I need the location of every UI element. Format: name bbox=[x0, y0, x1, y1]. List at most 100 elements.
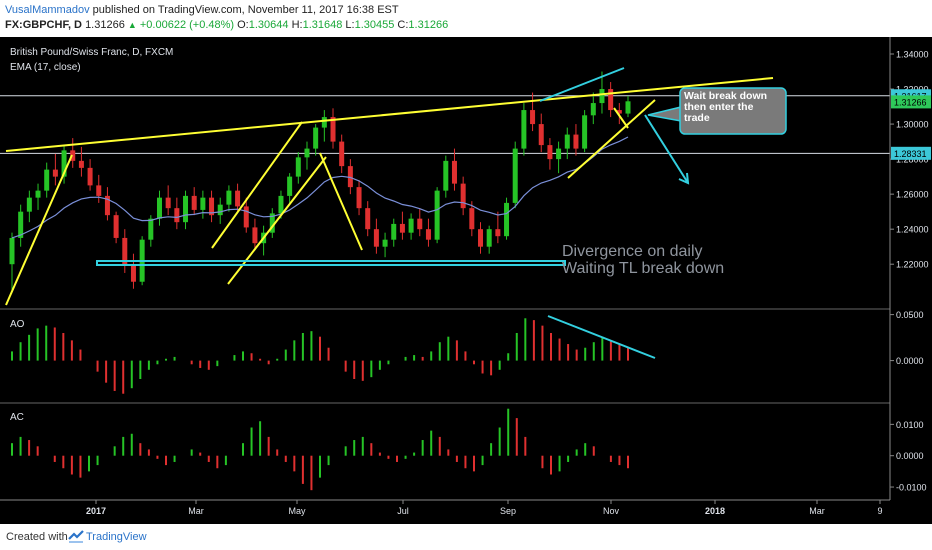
price-label: 1.28331 bbox=[894, 149, 927, 159]
author-link[interactable]: VusalMammadov bbox=[5, 4, 90, 16]
divergence-note-line1: Divergence on daily bbox=[562, 243, 703, 260]
candle-body bbox=[564, 134, 570, 149]
candle-body bbox=[165, 197, 171, 209]
price-tick-label: 1.26000 bbox=[896, 190, 929, 200]
low-value: 1.30455 bbox=[354, 19, 395, 31]
time-tick-label: Mar bbox=[188, 506, 204, 516]
candle-body bbox=[200, 197, 206, 210]
chart-canvas[interactable]: Wait break down then enter the trade Div… bbox=[0, 37, 932, 524]
candle-body bbox=[269, 213, 275, 233]
candle-body bbox=[460, 183, 466, 209]
close-value: 1.31266 bbox=[408, 19, 449, 31]
price-label-box bbox=[891, 95, 931, 109]
trendline-2[interactable] bbox=[211, 121, 303, 249]
candle-body bbox=[148, 218, 154, 240]
open-label: O: bbox=[237, 19, 249, 31]
candle-body bbox=[252, 227, 258, 244]
candle-body bbox=[582, 115, 588, 149]
rising-support-trendline[interactable] bbox=[567, 99, 656, 179]
candle-body bbox=[486, 229, 492, 247]
candle-body bbox=[356, 187, 362, 209]
support-zone[interactable] bbox=[96, 260, 566, 266]
price-divergence-line[interactable] bbox=[539, 67, 625, 102]
candle-body bbox=[521, 110, 527, 149]
candle-body bbox=[599, 89, 605, 104]
candle-body bbox=[235, 190, 241, 207]
ohlc-bar: FX:GBPCHF, D 1.31266 ▲ +0.00622 (+0.48%)… bbox=[5, 19, 448, 31]
candle-body bbox=[547, 145, 553, 160]
candle-body bbox=[443, 160, 449, 191]
callout-text: Wait break down then enter the trade bbox=[684, 91, 768, 124]
candle-body bbox=[87, 167, 93, 186]
price-tick-label: 1.30000 bbox=[896, 120, 929, 130]
callout-box[interactable] bbox=[679, 87, 787, 135]
created-with-label: Created with bbox=[6, 531, 68, 543]
candle-body bbox=[408, 218, 414, 233]
ema-legend: EMA (17, close) bbox=[10, 62, 81, 73]
divergence-note-line2: Waiting TL break down bbox=[562, 260, 724, 277]
candle-body bbox=[304, 148, 310, 158]
drawings: Wait break down then enter the trade Div… bbox=[5, 67, 787, 359]
ac-tick-label: 0.0000 bbox=[896, 451, 924, 461]
publish-info: VusalMammadov published on TradingView.c… bbox=[5, 4, 399, 16]
price-tick-label: 1.24000 bbox=[896, 225, 929, 235]
low-label: L: bbox=[345, 19, 355, 31]
time-tick-label: 2017 bbox=[86, 506, 106, 516]
last-price: 1.31266 bbox=[85, 19, 125, 31]
candle-body bbox=[616, 110, 622, 114]
candle-body bbox=[608, 89, 614, 111]
candle-body bbox=[451, 160, 457, 184]
candle-body bbox=[373, 229, 379, 247]
tradingview-link[interactable]: TradingView bbox=[86, 531, 147, 543]
time-tick-label: Jul bbox=[397, 506, 409, 516]
trendline-4[interactable] bbox=[319, 152, 363, 251]
candle-body bbox=[287, 176, 293, 196]
candle-body bbox=[321, 117, 327, 128]
candle-body bbox=[295, 157, 301, 177]
candle-body bbox=[434, 190, 440, 240]
trendline-3[interactable] bbox=[227, 156, 327, 285]
candle-body bbox=[530, 110, 536, 125]
tradingview-logo-icon bbox=[68, 530, 84, 543]
candle-body bbox=[243, 206, 249, 228]
candle-body bbox=[573, 134, 579, 149]
trendline-5[interactable] bbox=[613, 107, 629, 129]
time-tick-label: Nov bbox=[603, 506, 620, 516]
candle-body bbox=[330, 117, 336, 142]
candle-body bbox=[347, 166, 353, 188]
arrowhead-icon bbox=[678, 172, 690, 185]
candle-body bbox=[339, 141, 345, 167]
candle-body bbox=[417, 218, 423, 230]
candle-body bbox=[26, 197, 32, 212]
candle-body bbox=[9, 237, 15, 265]
trendline-1[interactable] bbox=[5, 154, 73, 306]
ac-tick-label: -0.0100 bbox=[896, 483, 927, 493]
candle-body bbox=[399, 223, 405, 233]
chart-header: VusalMammadov published on TradingView.c… bbox=[0, 0, 932, 34]
footer: Created with TradingView bbox=[0, 524, 932, 550]
candle-body bbox=[18, 211, 24, 238]
ao-divergence-line[interactable] bbox=[547, 315, 656, 359]
projection-arrow[interactable] bbox=[644, 114, 689, 184]
price-axis-bg bbox=[890, 37, 932, 524]
ao-tick-label: 0.0000 bbox=[896, 356, 924, 366]
symbol-label: FX:GBPCHF, D bbox=[5, 19, 82, 31]
chart-area[interactable]: Wait break down then enter the trade Div… bbox=[0, 37, 932, 524]
main-resistance-trendline[interactable] bbox=[5, 77, 774, 152]
time-tick-label: Sep bbox=[500, 506, 516, 516]
time-tick-label: Mar bbox=[809, 506, 825, 516]
candle-body bbox=[469, 208, 475, 230]
candle-body bbox=[209, 197, 215, 216]
high-value: 1.31648 bbox=[302, 19, 343, 31]
candle-body bbox=[590, 103, 596, 116]
candle-body bbox=[391, 223, 397, 240]
candle-body bbox=[512, 148, 518, 203]
time-tick-label: May bbox=[288, 506, 306, 516]
price-label-box bbox=[891, 146, 931, 160]
candle-body bbox=[382, 239, 388, 247]
price-tick-label: 1.34000 bbox=[896, 50, 929, 60]
up-arrow-icon: ▲ bbox=[127, 20, 137, 30]
candle-body bbox=[104, 195, 110, 216]
candle-body bbox=[44, 169, 50, 191]
candle-body bbox=[425, 229, 431, 240]
